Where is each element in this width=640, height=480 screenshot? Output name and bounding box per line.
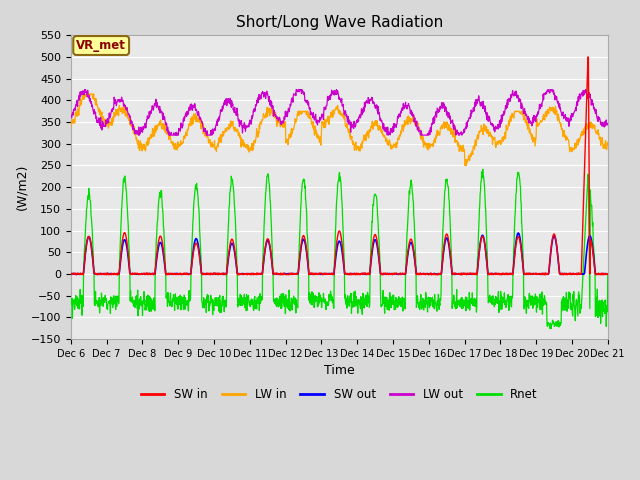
Legend: SW in, LW in, SW out, LW out, Rnet: SW in, LW in, SW out, LW out, Rnet <box>136 384 543 406</box>
Title: Short/Long Wave Radiation: Short/Long Wave Radiation <box>236 15 443 30</box>
X-axis label: Time: Time <box>324 364 355 377</box>
Y-axis label: (W/m2): (W/m2) <box>15 164 28 210</box>
Text: VR_met: VR_met <box>76 39 126 52</box>
